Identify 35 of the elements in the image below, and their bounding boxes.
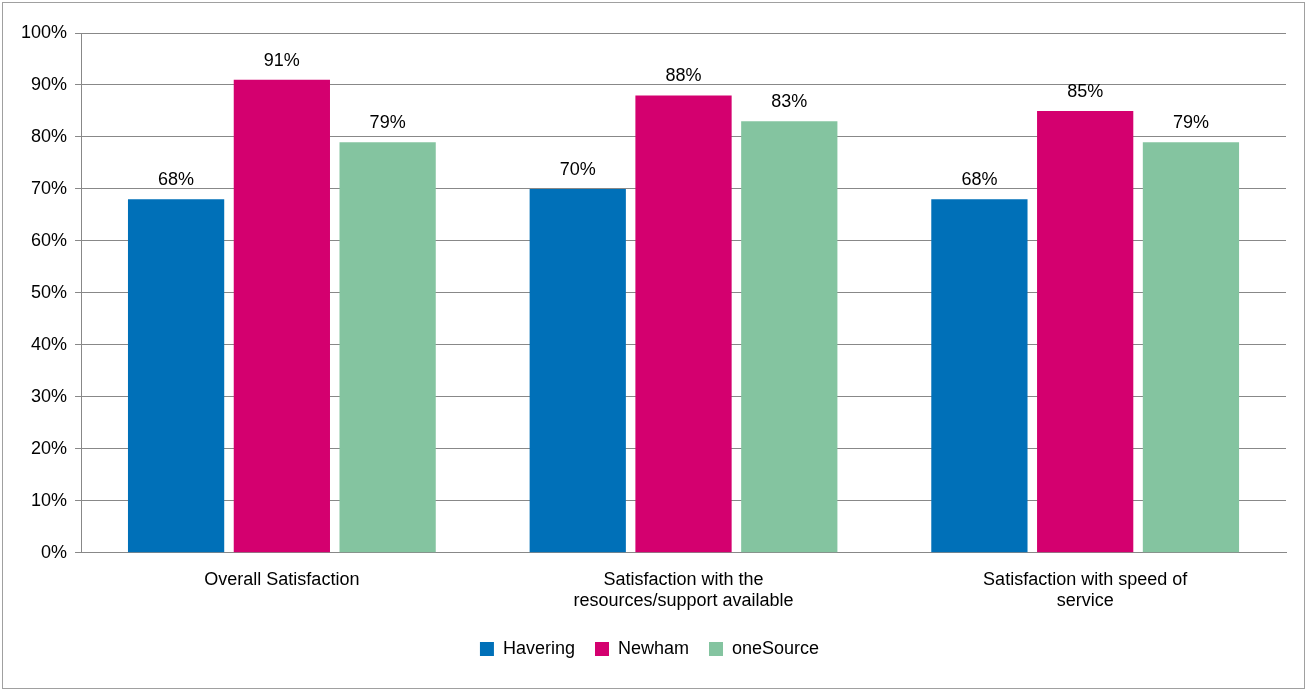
y-tick-label: 50% <box>31 281 68 302</box>
y-tick-label: 10% <box>31 489 68 510</box>
bar <box>233 79 330 553</box>
bar <box>1037 110 1134 553</box>
bar <box>741 121 838 553</box>
x-tick-label: Satisfaction with speed of service <box>983 568 1189 611</box>
bar <box>127 199 225 553</box>
y-tick-label: 40% <box>31 333 68 354</box>
bar <box>339 142 436 553</box>
y-tick-label: 20% <box>31 437 68 458</box>
data-label: 68% <box>961 169 998 190</box>
y-tick-label: 100% <box>20 21 68 42</box>
data-label: 68% <box>158 169 195 190</box>
y-tick-label: 30% <box>31 385 68 406</box>
data-label: 79% <box>1172 112 1209 133</box>
bar <box>529 188 626 553</box>
y-tick-label: 70% <box>31 177 68 198</box>
data-label: 83% <box>771 91 808 112</box>
data-label: 85% <box>1067 80 1104 101</box>
bar <box>635 95 732 553</box>
bar <box>1142 142 1240 553</box>
y-tick-label: 0% <box>41 541 68 562</box>
legend-label: Newham <box>617 637 689 658</box>
data-label: 79% <box>369 112 406 133</box>
y-tick-label: 60% <box>31 229 68 250</box>
y-tick-label: 90% <box>31 73 68 94</box>
x-tick-label: Overall Satisfaction <box>204 568 360 589</box>
legend-label: Havering <box>502 637 575 658</box>
data-label: 70% <box>559 158 596 179</box>
x-tick-label: Satisfaction with the resources/support available <box>573 568 794 611</box>
legend-label: oneSource <box>732 637 820 658</box>
data-label: 88% <box>665 65 702 86</box>
y-tick-label: 80% <box>31 125 68 146</box>
bar <box>931 199 1028 553</box>
data-label: 91% <box>263 49 300 70</box>
